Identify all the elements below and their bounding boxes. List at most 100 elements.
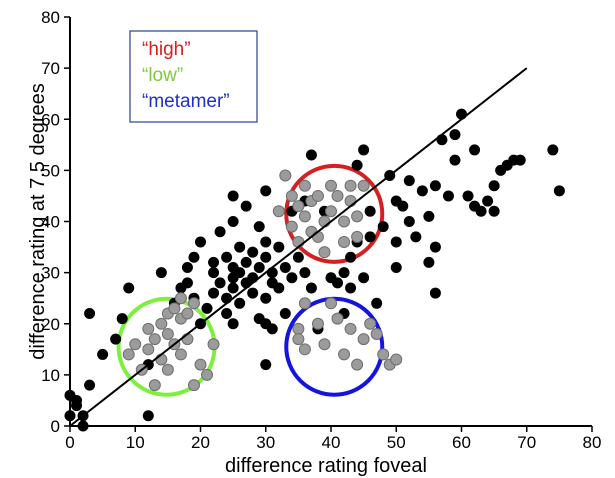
data-point: [195, 236, 206, 248]
data-point: [260, 359, 272, 371]
data-point: [351, 358, 364, 371]
data-point: [234, 241, 246, 253]
data-point: [442, 190, 454, 202]
circle-high: [284, 163, 385, 264]
data-point: [338, 235, 351, 248]
data-point: [187, 379, 200, 392]
data-point: [240, 256, 252, 268]
data-point: [357, 179, 370, 192]
data-point: [325, 205, 337, 218]
x-tick-label: 70: [517, 433, 536, 452]
data-point: [488, 180, 500, 192]
data-point: [187, 297, 200, 310]
y-tick-label: 10: [41, 366, 60, 385]
data-point: [298, 179, 311, 192]
data-point: [208, 256, 220, 268]
data-point: [71, 394, 83, 406]
data-point: [174, 348, 187, 361]
data-point: [547, 144, 559, 156]
data-point: [344, 179, 357, 192]
y-tick-label: 40: [41, 213, 60, 232]
data-point: [142, 322, 155, 335]
data-point: [449, 129, 461, 141]
data-point: [311, 317, 324, 330]
data-point: [305, 149, 317, 161]
x-tick-label: 50: [387, 433, 406, 452]
data-point: [279, 169, 292, 182]
data-point: [207, 338, 220, 351]
data-point: [84, 379, 96, 391]
data-point: [155, 267, 167, 279]
data-point: [273, 282, 285, 294]
data-point: [292, 322, 305, 335]
data-point: [181, 307, 194, 320]
x-tick-label: 10: [126, 433, 145, 452]
data-point: [403, 216, 415, 227]
data-point: [357, 333, 370, 346]
data-point: [351, 210, 364, 223]
y-tick-label: 80: [41, 8, 60, 27]
y-tick-label: 30: [41, 264, 60, 283]
data-point: [298, 210, 311, 223]
data-point: [84, 308, 96, 320]
y-tick-label: 70: [41, 59, 60, 78]
x-tick-label: 80: [583, 433, 602, 452]
y-axis-title: difference rating at 7.5 degrees: [27, 83, 49, 359]
y-tick-label: 50: [41, 161, 60, 180]
data-point: [325, 297, 337, 310]
data-point: [292, 200, 305, 213]
data-point: [338, 267, 350, 279]
data-point: [208, 287, 220, 299]
reference-line-layer: [69, 67, 528, 427]
data-point: [338, 348, 351, 361]
data-point: [370, 327, 383, 340]
data-point: [168, 302, 181, 315]
data-point: [403, 175, 415, 187]
data-point: [292, 251, 304, 263]
data-point: [181, 277, 193, 289]
data-point: [273, 241, 285, 253]
data-point: [364, 205, 376, 217]
data-point: [161, 363, 174, 376]
data-point: [253, 221, 265, 233]
data-point: [488, 205, 500, 217]
data-point: [318, 338, 331, 351]
data-point: [305, 282, 317, 294]
data-point: [331, 312, 344, 325]
data-point: [351, 159, 363, 171]
data-point: [122, 348, 135, 361]
data-point: [260, 185, 272, 197]
data-point: [345, 282, 357, 294]
data-point: [462, 190, 474, 202]
y-tick-label: 0: [51, 417, 60, 436]
y-tick-label: 20: [41, 315, 60, 334]
data-point: [260, 251, 272, 263]
data-point: [292, 333, 305, 346]
data-point: [227, 216, 239, 227]
data-point: [285, 220, 298, 233]
data-point: [240, 200, 252, 212]
y-tick-label: 60: [41, 110, 60, 129]
data-point: [214, 226, 226, 238]
data-point: [116, 313, 128, 325]
data-point: [390, 236, 402, 248]
data-point: [338, 215, 351, 228]
data-point: [390, 353, 403, 366]
data-point: [358, 144, 370, 156]
data-point: [482, 195, 494, 207]
data-point: [201, 368, 214, 381]
data-point: [298, 297, 311, 310]
data-point: [181, 262, 193, 274]
data-point: [325, 179, 337, 192]
data-point: [397, 200, 409, 212]
data-point: [201, 302, 213, 314]
data-point: [429, 180, 441, 192]
data-point: [227, 190, 239, 202]
data-point: [97, 348, 109, 360]
data-point: [174, 292, 187, 305]
series-black: [64, 108, 565, 432]
x-tick-label: 0: [65, 433, 74, 452]
data-point: [148, 333, 161, 346]
data-point: [351, 230, 364, 243]
